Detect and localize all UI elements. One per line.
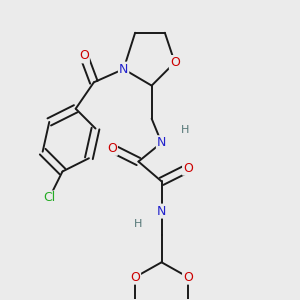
Text: O: O <box>79 50 89 62</box>
Text: O: O <box>183 271 193 284</box>
Text: H: H <box>181 124 189 134</box>
Text: O: O <box>183 162 193 175</box>
Text: O: O <box>170 56 180 69</box>
Text: O: O <box>130 271 140 284</box>
Text: H: H <box>134 219 142 229</box>
Text: N: N <box>157 205 166 218</box>
Text: N: N <box>157 136 166 149</box>
Text: Cl: Cl <box>43 191 56 204</box>
Text: N: N <box>119 63 128 76</box>
Text: O: O <box>107 142 117 155</box>
